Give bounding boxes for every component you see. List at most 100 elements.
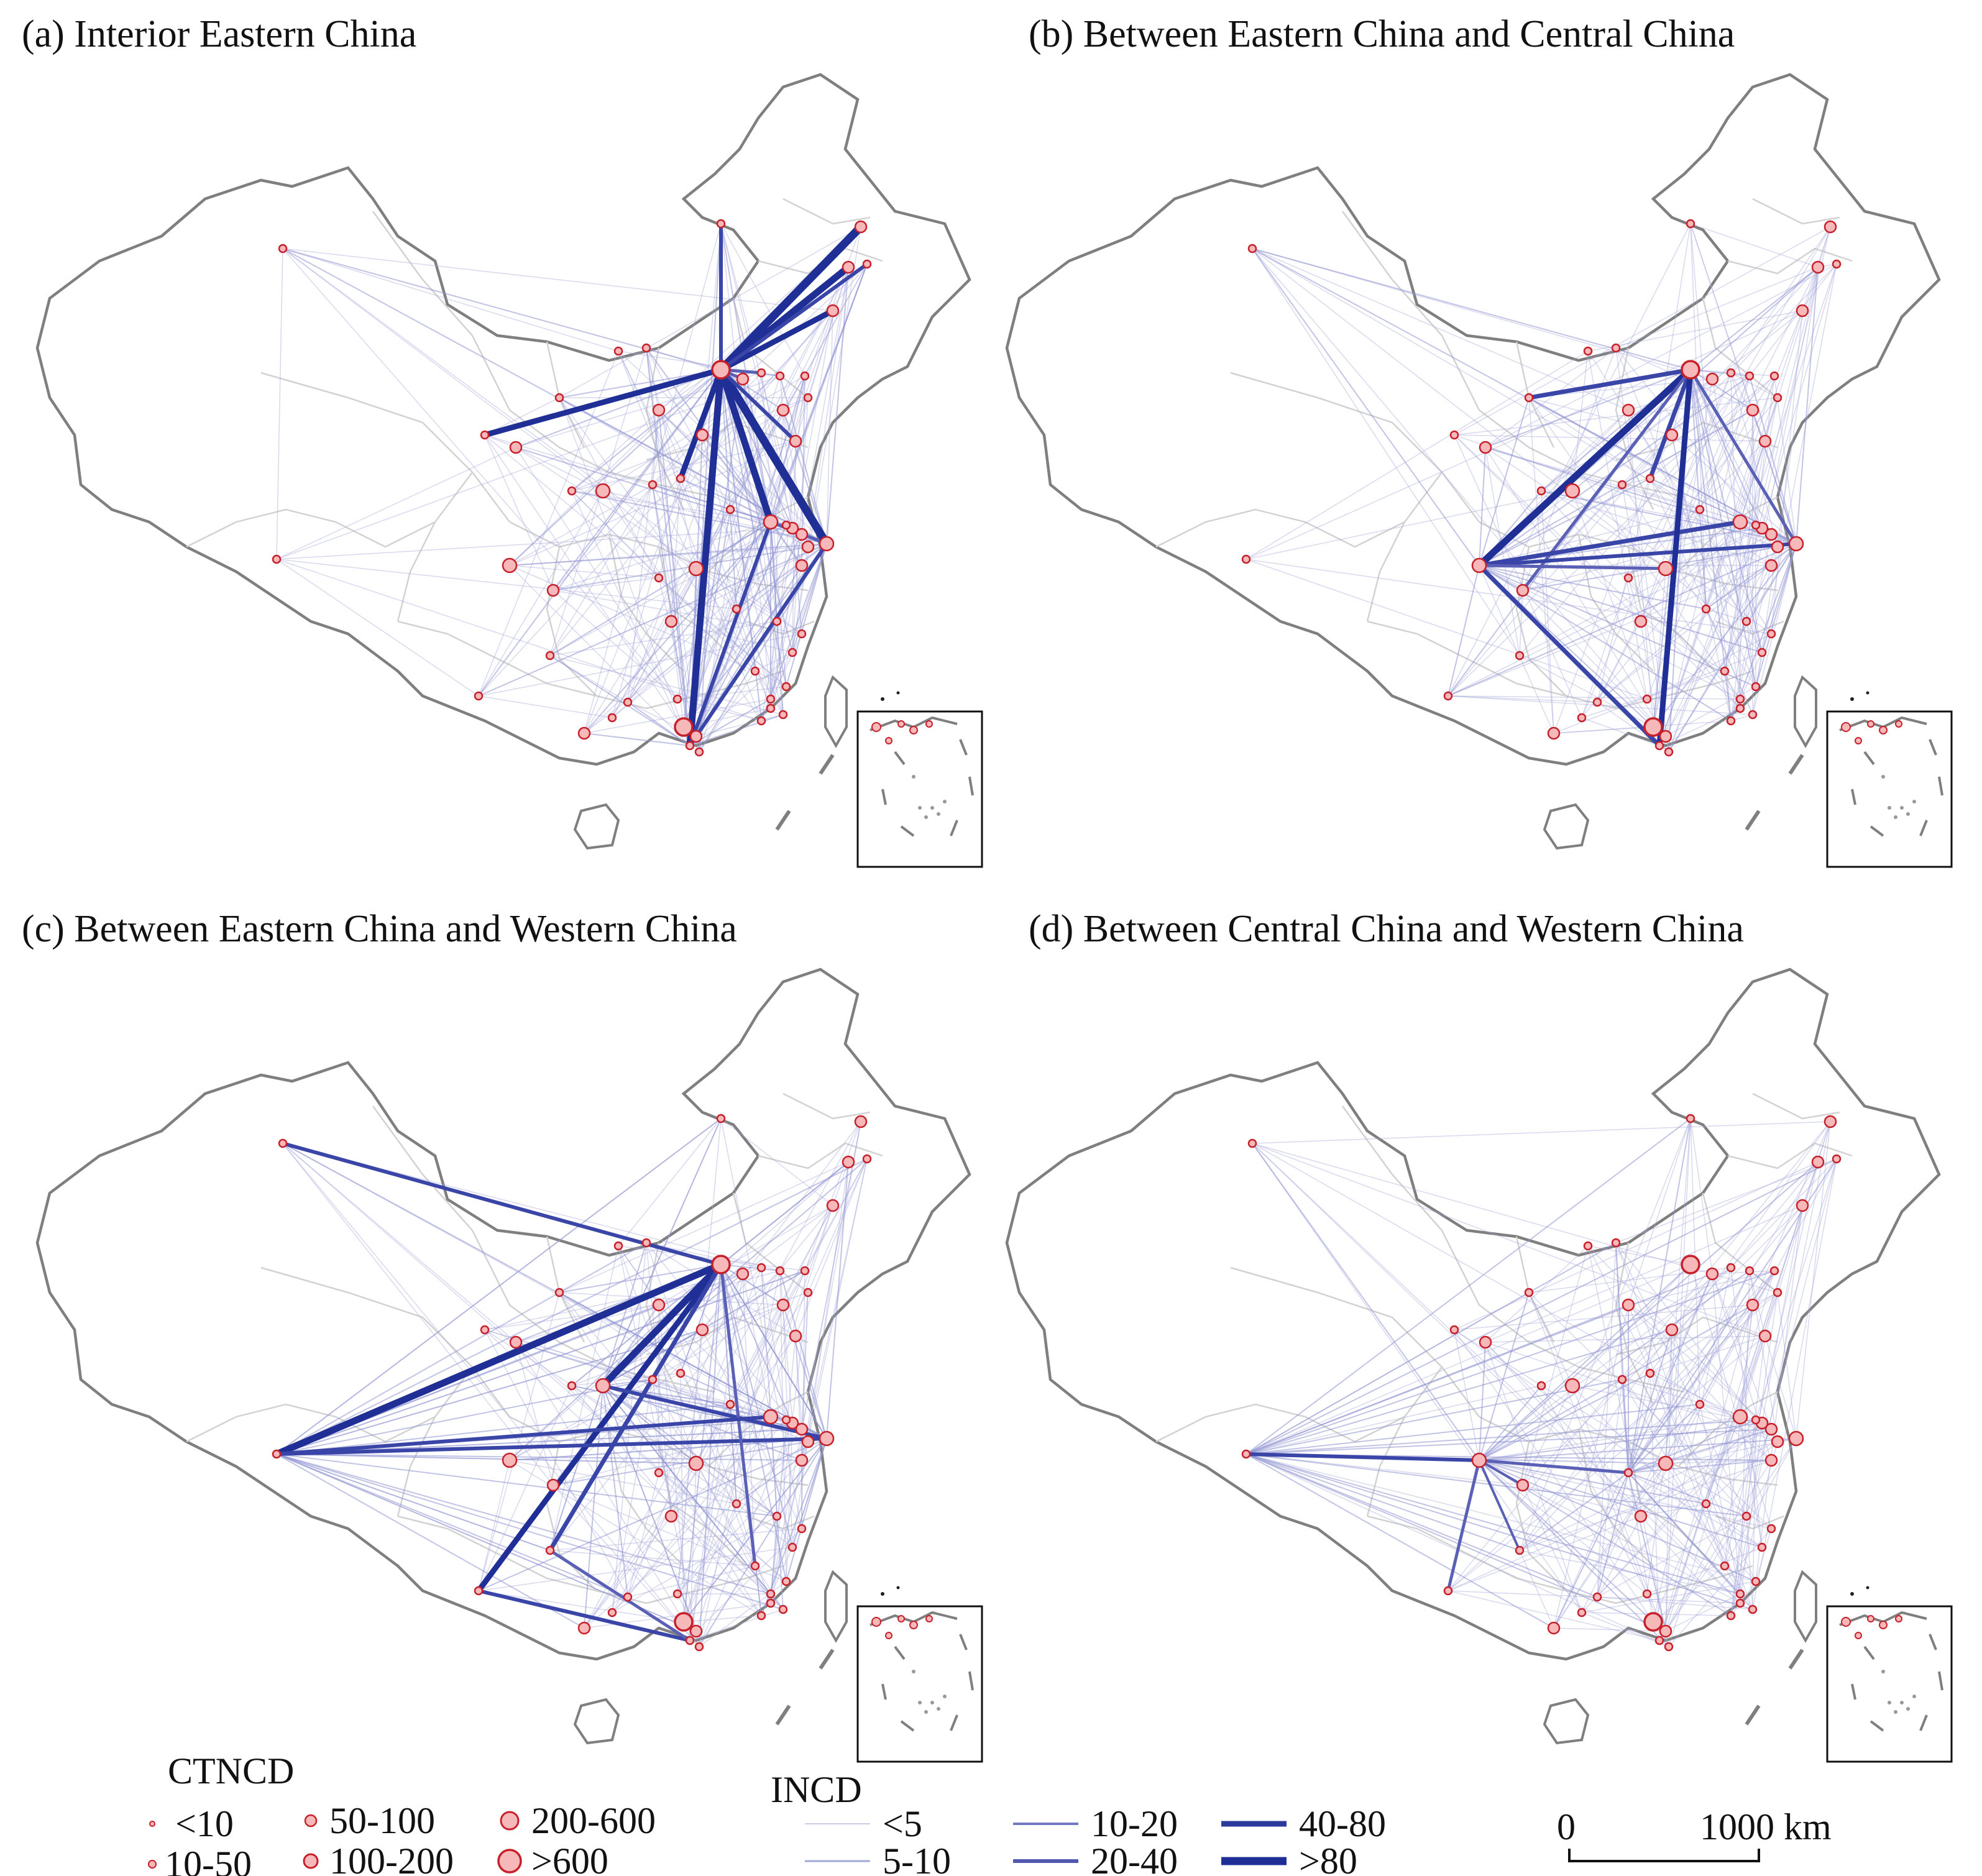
flow-line: [1587, 310, 1803, 352]
city-node: [1622, 403, 1635, 417]
flow-line: [618, 1245, 697, 1632]
flow-line: [1649, 1373, 1725, 1567]
flow-line: [658, 1304, 756, 1567]
city-node: [1735, 703, 1745, 713]
flow-line: [720, 1264, 784, 1306]
flow-line: [1622, 1379, 1629, 1473]
flow-line: [276, 1453, 697, 1464]
flow-line: [699, 670, 756, 753]
city-node: [1659, 1624, 1672, 1638]
legend-node-lt10: [149, 1821, 155, 1827]
flow-line: [584, 1335, 796, 1629]
city-node: [1617, 480, 1627, 490]
flow-line: [1730, 1335, 1766, 1616]
flow-line: [689, 1463, 697, 1641]
city-node: [1634, 615, 1648, 628]
flow-line: [1665, 375, 1750, 569]
flow-line: [1448, 695, 1741, 700]
city-node: [1547, 726, 1561, 740]
flow-line: [1528, 1292, 1648, 1595]
flow-line: [652, 1379, 672, 1517]
flow-line: [584, 1121, 861, 1629]
flow-line: [1246, 1242, 1617, 1455]
flow-line: [612, 608, 737, 718]
flow-line: [677, 1593, 697, 1632]
flow-line: [1665, 528, 1763, 737]
flow-line: [627, 1267, 762, 1598]
city-node: [1611, 343, 1621, 353]
flow-line: [652, 1267, 762, 1380]
flow-line: [1690, 369, 1763, 529]
city-node: [1764, 528, 1778, 541]
flow-line-strong: [548, 1549, 692, 1642]
city-node: [750, 666, 760, 676]
flow-line: [1454, 226, 1831, 436]
flow-line: [484, 1329, 778, 1517]
city-node: [781, 682, 791, 692]
city-node: [756, 1611, 766, 1621]
city-node: [272, 1449, 282, 1459]
flow-line: [276, 1379, 653, 1455]
flow-line: [1454, 1161, 1819, 1330]
flow-line: [695, 1528, 802, 1632]
flow-line: [276, 1453, 771, 1595]
flow-line-strong: [1244, 1452, 1481, 1462]
panel-d-map: [1007, 969, 1952, 1762]
flow-line: [689, 1609, 784, 1641]
city-node: [652, 1298, 666, 1312]
city-node: [1515, 1545, 1525, 1555]
flow-line: [1252, 1143, 1582, 1613]
flow-line-strong: [1478, 1459, 1521, 1552]
flow-line: [559, 1292, 762, 1616]
city-node: [1645, 1368, 1655, 1378]
flow-line: [720, 223, 805, 377]
flow-line: [671, 621, 684, 728]
flow-line: [720, 223, 771, 700]
flow-line: [1572, 1385, 1763, 1424]
flow-line: [1746, 1158, 1837, 1517]
city-nodes: [272, 219, 872, 757]
flow-line: [1519, 1472, 1629, 1551]
city-node: [1824, 220, 1837, 234]
flow-line: [478, 543, 827, 697]
flow-line: [1479, 509, 1700, 566]
city-node: [716, 1114, 726, 1123]
flow-line: [1485, 1342, 1641, 1517]
city-node: [862, 1154, 872, 1164]
city-node: [1811, 1155, 1825, 1169]
city-node: [652, 403, 666, 417]
flow-line: [276, 1329, 703, 1455]
city-node: [1788, 1430, 1804, 1447]
city-node: [623, 697, 633, 707]
flow-line: [1252, 1143, 1480, 1461]
flow-line: [276, 1453, 585, 1629]
flow-line: [1479, 565, 1763, 653]
flow-line: [770, 375, 805, 523]
flow-line: [1659, 397, 1778, 746]
city-node: [801, 1435, 815, 1448]
city-node: [1701, 604, 1711, 614]
flow-line: [276, 1453, 628, 1598]
flow-line: [1597, 1158, 1837, 1598]
flow-line-strong: [719, 1263, 757, 1568]
city-node: [1695, 505, 1705, 515]
panel-a-map: [37, 75, 982, 867]
flow-line: [1479, 410, 1753, 566]
city-node: [778, 710, 788, 720]
city-node: [1751, 520, 1761, 530]
flow-line: [1712, 1273, 1772, 1430]
flow-line: [549, 1528, 802, 1551]
flow-line: [730, 509, 784, 715]
flow-line: [680, 310, 833, 479]
city-node: [1766, 629, 1776, 639]
city-node: [278, 244, 288, 254]
flow-line: [276, 1453, 802, 1461]
flow-line: [1485, 447, 1520, 656]
flow-line: [1597, 1379, 1623, 1598]
flow-line: [1653, 568, 1666, 728]
city-node: [1592, 697, 1602, 707]
flow-line: [1522, 590, 1666, 737]
flow-line: [276, 1242, 647, 1455]
flow-line: [689, 1404, 731, 1641]
flow-line: [1454, 434, 1766, 442]
